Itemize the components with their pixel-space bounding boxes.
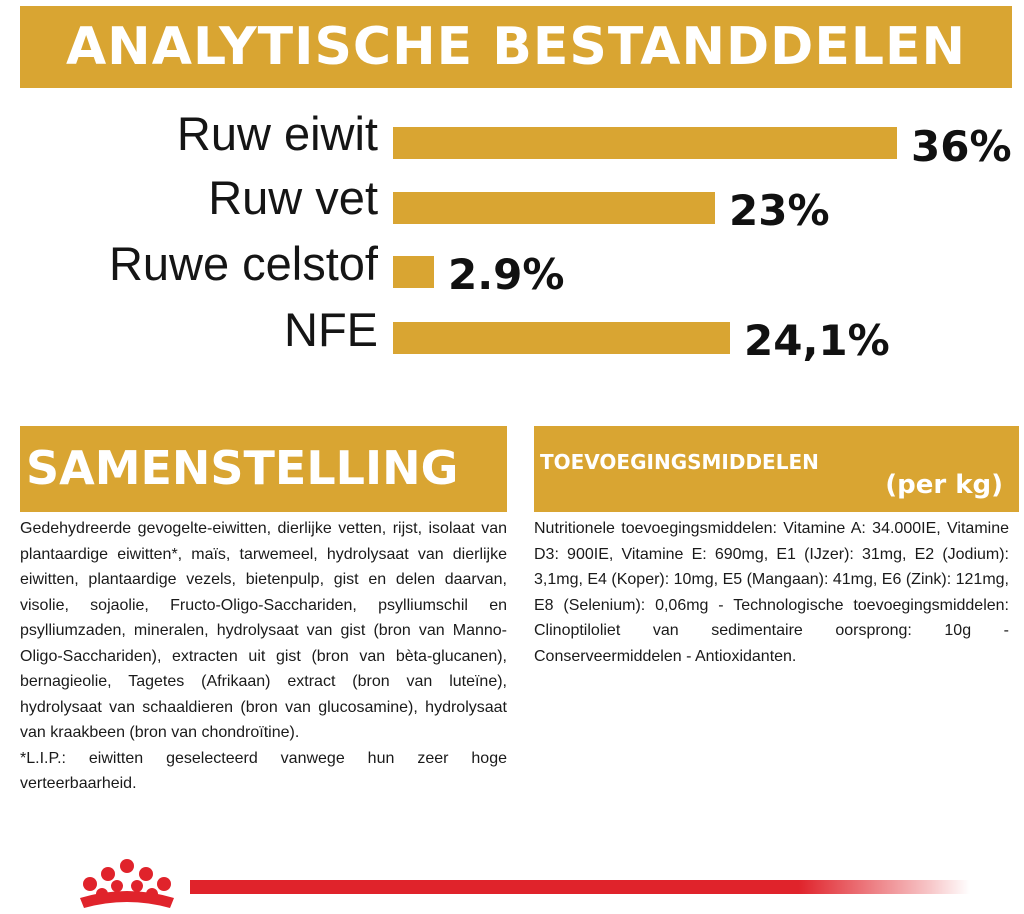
row-label-ruw-eiwit: Ruw eiwit	[176, 107, 378, 160]
additives-unit: (per kg)	[885, 470, 1003, 500]
row-label-nfe: NFE	[284, 303, 378, 356]
footer-accent-line	[190, 880, 970, 894]
composition-header-banner: SAMENSTELLING	[20, 426, 507, 512]
value-ruwe-celstof: 2.9%	[448, 250, 565, 299]
value-nfe: 24,1%	[744, 316, 890, 365]
composition-title: SAMENSTELLING	[26, 441, 459, 495]
bar-nfe	[393, 322, 730, 354]
composition-footnote: *L.I.P.: eiwitten geselecteerd vanwege h…	[20, 749, 507, 793]
composition-text-block: Gedehydreerde gevogelte-eiwitten, dierli…	[20, 516, 507, 797]
row-label-ruw-vet: Ruw vet	[208, 171, 378, 224]
additives-text: Nutritionele toevoegingsmiddelen: Vitami…	[534, 520, 1009, 665]
row-label-ruwe-celstof: Ruwe celstof	[108, 237, 378, 290]
additives-title: TOEVOEGINGSMIDDELEN	[540, 450, 819, 474]
analysis-header-banner: ANALYTISCHE BESTANDDELEN	[20, 6, 1012, 88]
value-ruw-vet: 23%	[729, 186, 830, 235]
bar-ruw-eiwit	[393, 127, 897, 159]
analysis-title: ANALYTISCHE BESTANDDELEN	[65, 17, 967, 77]
bar-ruw-vet	[393, 192, 715, 224]
additives-text-block: Nutritionele toevoegingsmiddelen: Vitami…	[534, 516, 1009, 669]
bar-ruwe-celstof	[393, 256, 434, 288]
value-ruw-eiwit: 36%	[911, 122, 1012, 171]
additives-header-banner: TOEVOEGINGSMIDDELEN (per kg)	[534, 426, 1019, 512]
composition-text: Gedehydreerde gevogelte-eiwitten, dierli…	[20, 520, 507, 741]
crown-logo-icon	[80, 859, 174, 908]
